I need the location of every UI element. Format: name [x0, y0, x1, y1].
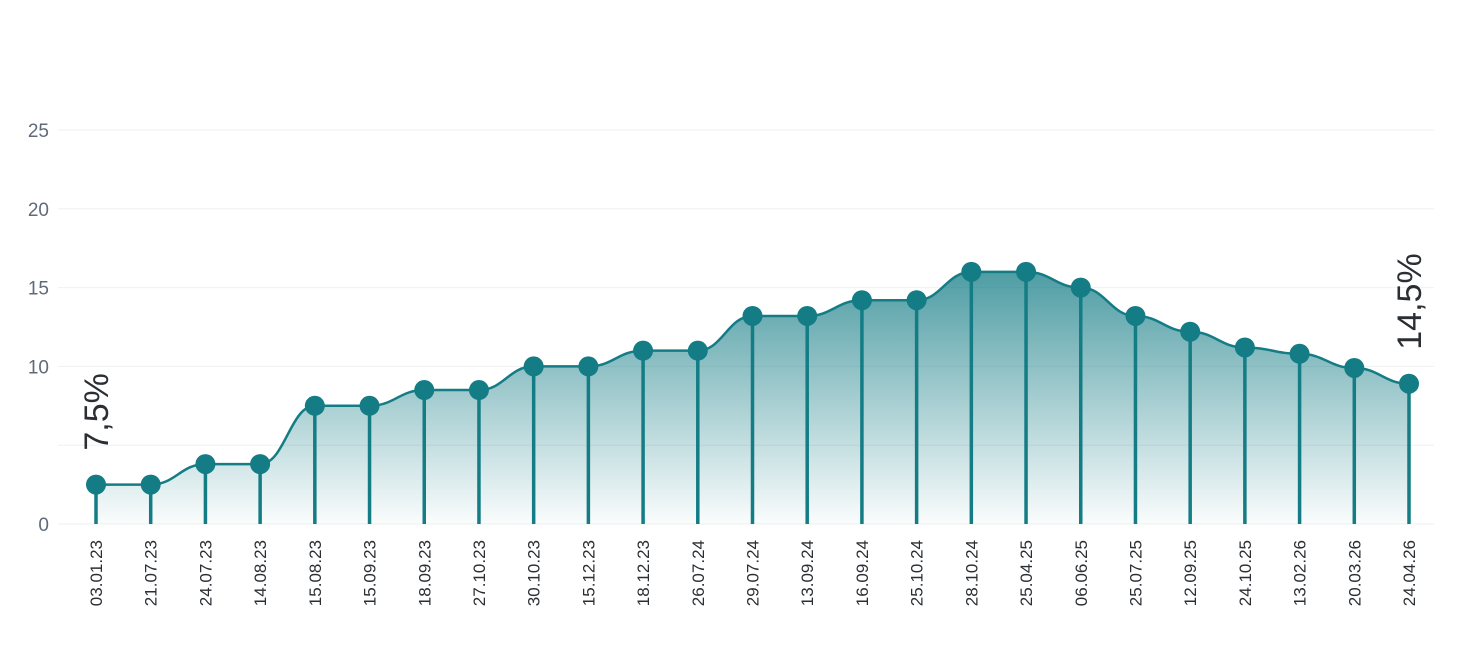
data-point: [195, 454, 216, 475]
data-point: [1180, 321, 1201, 342]
x-tick-label: 24.07.23: [196, 540, 215, 606]
annotation-label: 7,5%: [78, 373, 116, 451]
y-tick-label: 25: [28, 121, 49, 142]
x-tick-label: 29.07.24: [744, 540, 763, 606]
data-point: [523, 356, 544, 377]
x-tick-label: 18.09.23: [415, 540, 434, 606]
data-point: [1234, 337, 1255, 358]
annotations: 7,5% 14,5%: [78, 253, 1429, 450]
x-tick-label: 18.12.23: [634, 540, 653, 606]
x-tick-label: 15.12.23: [579, 540, 598, 606]
data-point: [86, 474, 106, 495]
y-axis-ticks: 0 10 15 20 25: [28, 121, 49, 536]
x-tick-label: 15.08.23: [306, 540, 325, 606]
x-tick-label: 25.10.24: [908, 540, 927, 606]
data-point: [851, 290, 872, 311]
x-tick-label: 25.04.25: [1017, 540, 1036, 606]
x-tick-label: 16.09.24: [853, 540, 872, 606]
x-tick-label: 06.06.25: [1072, 540, 1091, 606]
data-point: [961, 261, 982, 282]
x-tick-label: 14.08.23: [251, 540, 270, 606]
x-tick-label: 13.09.24: [798, 540, 817, 606]
data-point: [1399, 373, 1419, 394]
x-tick-label: 24.04.26: [1400, 540, 1419, 606]
x-axis-ticks: 03.01.23 21.07.23 24.07.23 14.08.23 15.08.23…: [87, 540, 1419, 606]
x-tick-label: 13.02.26: [1291, 540, 1310, 606]
x-tick-label: 15.09.23: [361, 540, 380, 606]
data-point: [1344, 357, 1365, 378]
data-point: [1070, 277, 1091, 298]
x-tick-label: 20.03.26: [1345, 540, 1364, 606]
x-tick-label: 28.10.24: [962, 540, 981, 606]
data-point: [250, 454, 271, 475]
data-points: [86, 261, 1419, 495]
data-point: [687, 340, 708, 361]
x-tick-label: 24.10.25: [1236, 540, 1255, 606]
data-point: [906, 290, 927, 311]
x-tick-label: 25.07.25: [1126, 540, 1145, 606]
data-point: [1016, 261, 1037, 282]
data-point: [468, 380, 489, 401]
y-tick-label: 0: [38, 515, 49, 536]
x-tick-label: 21.07.23: [142, 540, 161, 606]
x-tick-label: 26.07.24: [689, 540, 708, 606]
y-tick-label: 15: [28, 279, 49, 300]
x-tick-label: 12.09.25: [1181, 540, 1200, 606]
x-tick-label: 03.01.23: [87, 540, 106, 606]
data-point: [414, 380, 435, 401]
y-tick-label: 20: [28, 200, 49, 221]
data-point: [742, 305, 763, 326]
y-tick-label: 10: [28, 357, 49, 378]
data-point: [578, 356, 599, 377]
data-point: [797, 305, 818, 326]
stem-lines: [94, 271, 1411, 524]
data-point: [1125, 305, 1146, 326]
x-tick-label: 27.10.23: [470, 540, 489, 606]
data-point: [1289, 343, 1310, 364]
x-tick-label: 30.10.23: [525, 540, 544, 606]
data-point: [359, 395, 380, 416]
data-point: [140, 474, 161, 495]
data-point: [304, 395, 325, 416]
annotation-label: 14,5%: [1391, 253, 1429, 349]
data-point: [633, 340, 654, 361]
